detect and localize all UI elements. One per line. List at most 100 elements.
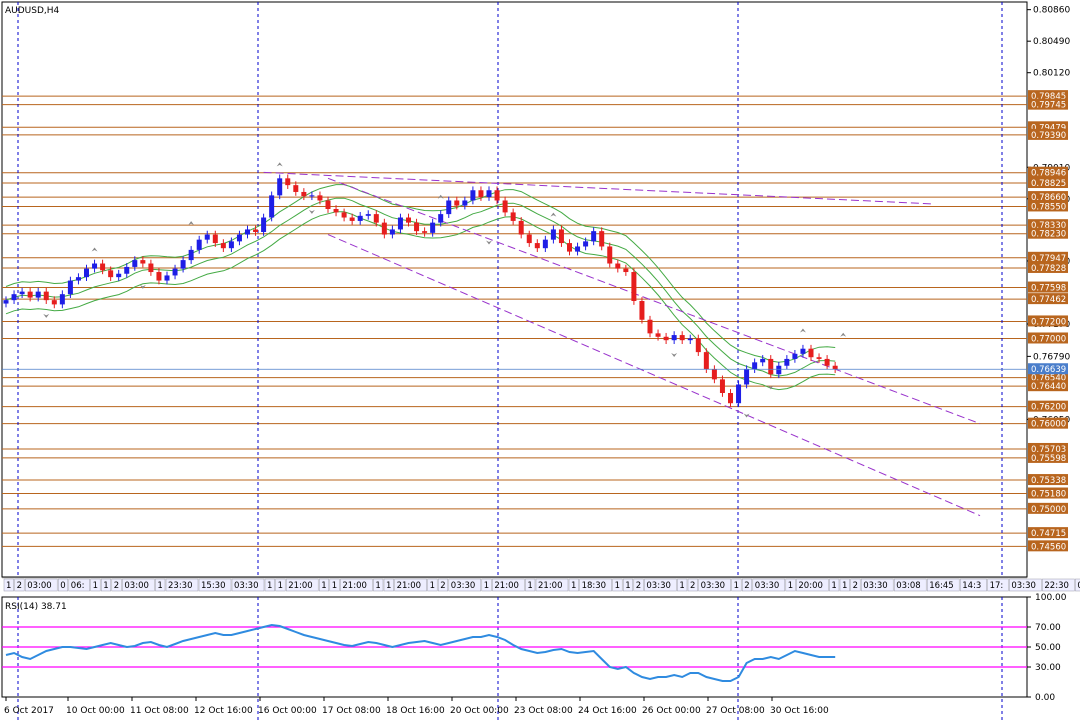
candle-body bbox=[253, 229, 259, 232]
separator-box bbox=[318, 578, 330, 592]
separator-label: 1 bbox=[278, 581, 283, 591]
level-price-box bbox=[1028, 281, 1068, 293]
candle-body bbox=[558, 229, 564, 244]
candle-body bbox=[35, 291, 41, 298]
separator-box bbox=[340, 578, 373, 592]
candle-body bbox=[808, 348, 814, 358]
separator-box bbox=[68, 578, 90, 592]
candle-body bbox=[526, 234, 532, 244]
candle-body bbox=[542, 239, 548, 249]
level-price-box bbox=[1028, 219, 1068, 231]
separator-box bbox=[850, 578, 861, 592]
level-price-label: 0.77947 bbox=[1031, 254, 1066, 264]
level-price-box bbox=[1028, 261, 1068, 273]
fractal-marker bbox=[43, 313, 50, 318]
level-price-label: 0.77200 bbox=[1031, 317, 1066, 327]
separator-label: 21:00 bbox=[538, 581, 563, 591]
level-price-box bbox=[1028, 527, 1068, 539]
level-price-label: 0.78230 bbox=[1031, 230, 1066, 240]
separator-label: 1 bbox=[321, 581, 326, 591]
date-label: 12 Oct 16:00 bbox=[194, 706, 253, 716]
level-price-box bbox=[1028, 417, 1068, 429]
separator-label: 1 bbox=[679, 581, 684, 591]
level-price-box bbox=[1028, 451, 1068, 463]
date-label: 10 Oct 00:00 bbox=[66, 706, 125, 716]
fractal-marker bbox=[437, 194, 444, 199]
fractal-marker bbox=[743, 413, 750, 418]
separator-label: 03:30 bbox=[701, 581, 726, 591]
level-price-label: 0.76440 bbox=[1031, 382, 1066, 392]
fractal-marker bbox=[139, 284, 146, 289]
separator-label: 03:30 bbox=[863, 581, 888, 591]
level-price-box bbox=[1028, 166, 1068, 178]
level-price-label: 0.77000 bbox=[1031, 334, 1066, 344]
separator-label: 22:30 bbox=[1044, 581, 1069, 591]
date-label: 6 Oct 2017 bbox=[4, 706, 54, 716]
separator-label: 1 bbox=[831, 581, 836, 591]
level-price-label: 0.74560 bbox=[1031, 542, 1066, 552]
level-price-label: 0.78825 bbox=[1031, 179, 1066, 189]
separator-box bbox=[437, 578, 449, 592]
separator-box bbox=[1042, 578, 1075, 592]
separator-label: 2 bbox=[690, 581, 695, 591]
separator-label: 1 bbox=[332, 581, 337, 591]
band-middle bbox=[5, 197, 836, 377]
symbol-label: AUDUSD,H4 bbox=[5, 6, 60, 16]
candle-body bbox=[245, 229, 250, 235]
level-price-label: 0.77598 bbox=[1031, 284, 1066, 294]
candle-body bbox=[325, 200, 331, 209]
separator-label: 21:00 bbox=[342, 581, 367, 591]
separator-label: 2 bbox=[440, 581, 445, 591]
separator-label: 03:30 bbox=[234, 581, 259, 591]
rsi-tick-label: 50.00 bbox=[1035, 643, 1061, 653]
candle-body bbox=[631, 272, 637, 301]
candle-body bbox=[687, 338, 693, 341]
separator-box bbox=[373, 578, 384, 592]
candle-body bbox=[164, 275, 170, 281]
fractal-marker bbox=[840, 332, 847, 337]
separator-box bbox=[394, 578, 427, 592]
candle-body bbox=[430, 222, 436, 233]
candle-body bbox=[502, 200, 508, 213]
separator-box bbox=[165, 578, 199, 592]
candle-body bbox=[132, 260, 138, 267]
level-price-label: 0.75703 bbox=[1031, 445, 1066, 455]
candle-body bbox=[293, 185, 299, 192]
separator-label: 1 bbox=[734, 581, 739, 591]
candle-body bbox=[711, 369, 717, 380]
candle-body bbox=[92, 263, 98, 269]
level-price-box bbox=[1028, 540, 1068, 552]
candle-body bbox=[196, 239, 202, 250]
candle-body bbox=[43, 291, 49, 301]
candle-body bbox=[156, 272, 162, 281]
separator-label: 21:00 bbox=[288, 581, 313, 591]
candle-body bbox=[575, 246, 581, 252]
rsi-tick-label: 30.00 bbox=[1035, 663, 1061, 673]
separator-box bbox=[122, 578, 155, 592]
separator-box bbox=[3, 578, 14, 592]
separator-label: 23:30 bbox=[168, 581, 193, 591]
fractal-marker bbox=[188, 221, 195, 226]
rsi-label: RSI(14) 38.71 bbox=[5, 602, 67, 612]
candle-body bbox=[108, 270, 114, 278]
date-label: 16 Oct 00:00 bbox=[258, 706, 317, 716]
rsi-tick-label: 70.00 bbox=[1035, 623, 1061, 633]
fractal-marker bbox=[671, 353, 678, 357]
level-price-box bbox=[1028, 128, 1068, 140]
separator-box bbox=[383, 578, 394, 592]
candle-body bbox=[599, 231, 605, 247]
separator-box bbox=[155, 578, 166, 592]
candle-body bbox=[550, 229, 556, 240]
level-price-label: 0.75180 bbox=[1031, 490, 1066, 500]
candle-body bbox=[75, 277, 81, 281]
separator-box bbox=[687, 578, 698, 592]
level-price-label: 0.77828 bbox=[1031, 264, 1066, 274]
separator-box bbox=[612, 578, 623, 592]
separator-label: 1 bbox=[375, 581, 380, 591]
candle-body bbox=[220, 243, 226, 249]
candle-body bbox=[124, 266, 130, 274]
separator-label: 03:00 bbox=[27, 581, 52, 591]
level-price-box bbox=[1028, 371, 1068, 383]
candle-body bbox=[454, 200, 460, 206]
